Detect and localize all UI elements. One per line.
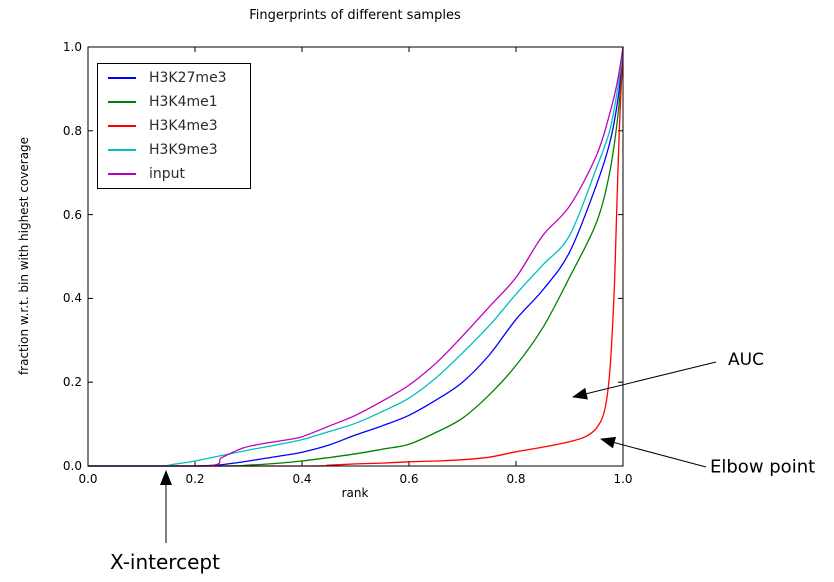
curve-H3K9me3 xyxy=(88,51,624,467)
y-tick-label: 0.8 xyxy=(62,123,82,138)
legend-line-icon xyxy=(108,101,136,104)
legend-item-H3K9me3: H3K9me3 xyxy=(108,138,250,161)
y-tick-label: 0.0 xyxy=(62,459,82,473)
x-tick-label: 0.2 xyxy=(185,472,205,486)
legend-item-H3K27me3: H3K27me3 xyxy=(108,67,250,90)
auc-arrow xyxy=(572,361,717,400)
chart-title: Fingerprints of different samples xyxy=(249,8,461,23)
legend-line-icon xyxy=(108,172,136,175)
x-tick-label: 0.6 xyxy=(399,472,419,486)
x-tick-label: 1.0 xyxy=(613,472,633,486)
curve-input xyxy=(88,46,624,467)
y-tick-label: 0.6 xyxy=(62,207,82,222)
x-axis-label: rank xyxy=(341,486,369,500)
curve-H3K4me1 xyxy=(88,59,624,467)
curve-H3K27me3 xyxy=(88,55,624,467)
legend-label: H3K9me3 xyxy=(149,141,218,158)
legend-item-H3K4me3: H3K4me3 xyxy=(108,114,250,137)
legend-line-icon xyxy=(108,77,136,80)
legend-label: H3K4me1 xyxy=(149,94,218,111)
legend-item-H3K4me1: H3K4me1 xyxy=(108,91,250,114)
x-tick-label: 0.4 xyxy=(292,472,312,486)
annotation-x-intercept: X-intercept xyxy=(110,550,220,574)
elbow-point-arrow xyxy=(600,436,707,468)
legend-label: H3K4me3 xyxy=(149,117,218,134)
curve-H3K4me3 xyxy=(88,46,624,467)
y-tick-label: 0.2 xyxy=(62,375,82,390)
y-tick-label: 1.0 xyxy=(62,40,82,54)
legend-item-input: input xyxy=(108,162,250,185)
x-tick-label: 0.8 xyxy=(506,472,526,486)
annotation-auc: AUC xyxy=(728,350,764,370)
legend: H3K27me3 H3K4me1 H3K4me3 H3K9me3 input xyxy=(97,63,251,189)
x-tick-label: 0.0 xyxy=(78,472,98,486)
y-tick-label: 0.4 xyxy=(62,291,82,306)
plot-border xyxy=(87,46,624,467)
legend-line-icon xyxy=(108,148,136,151)
legend-label: input xyxy=(149,165,186,182)
y-axis-label: fraction w.r.t. bin with highest coverag… xyxy=(17,136,31,376)
annotation-elbow-point: Elbow point xyxy=(710,456,816,478)
legend-label: H3K27me3 xyxy=(149,70,227,87)
legend-line-icon xyxy=(108,124,136,127)
